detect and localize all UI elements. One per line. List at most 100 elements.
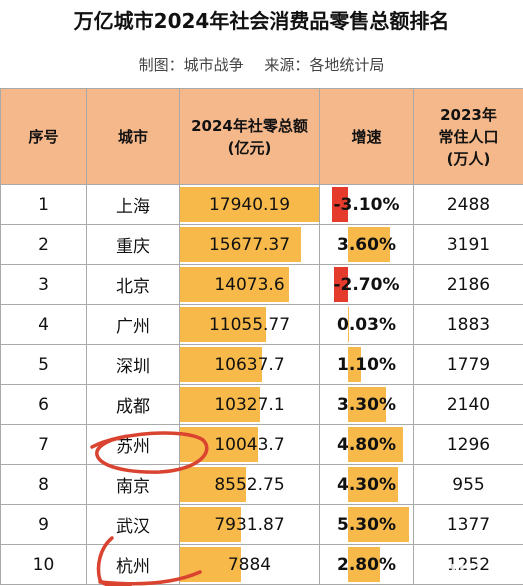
cell-rank: 5: [0, 344, 87, 385]
growth-value: 5.30%: [337, 514, 396, 535]
cell-population: 1883: [413, 304, 523, 345]
data-source: 来源：各地统计局: [264, 56, 385, 74]
cell-retail: 10327.1: [179, 384, 320, 425]
cell-city: 杭州: [86, 544, 180, 585]
growth-value: 1.10%: [337, 354, 396, 375]
header-row: 序号 城市 2024年社零总额 (亿元) 增速 2023年 常住人口 (万人): [0, 88, 523, 185]
cell-growth: -2.70%: [319, 264, 414, 305]
growth-value: 4.30%: [337, 474, 396, 495]
growth-positive-bar: [347, 227, 390, 262]
header-pop-line1: 2023年: [440, 105, 497, 124]
cell-population: 3191: [413, 224, 523, 265]
cell-population: 2140: [413, 384, 523, 425]
retail-value: 8552.75: [214, 474, 285, 495]
cell-growth: -3.10%: [319, 184, 414, 225]
retail-value: 10637.7: [214, 354, 285, 375]
chart-maker: 制图：城市战争: [138, 56, 244, 74]
growth-positive-bar: [347, 547, 381, 582]
cell-growth: 5.30%: [319, 504, 414, 545]
cell-city: 广州: [86, 304, 180, 345]
retail-data-bar: [180, 187, 319, 222]
growth-positive-bar: [347, 427, 404, 462]
cell-city: 武汉: [86, 504, 180, 545]
table-row: 2 重庆 15677.37 3.60% 3191: [0, 224, 523, 265]
header-pop-line2: 常住人口: [438, 127, 499, 146]
growth-value: -2.70%: [333, 274, 400, 295]
header-pop-line3: (万人): [446, 149, 491, 168]
cell-rank: 7: [0, 424, 87, 465]
table-row: 3 北京 14073.6 -2.70% 2186: [0, 264, 523, 305]
cell-city: 南京: [86, 464, 180, 505]
cell-rank: 10: [0, 544, 87, 585]
header-population: 2023年 常住人口 (万人): [413, 88, 523, 185]
cell-growth: 3.30%: [319, 384, 414, 425]
cell-retail: 15677.37: [179, 224, 320, 265]
growth-positive-bar: [347, 347, 361, 382]
table-row: 7 苏州 10043.7 4.80% 1296: [0, 424, 523, 465]
subtitle: 制图：城市战争 来源：各地统计局: [0, 42, 523, 88]
table-row: 8 南京 8552.75 4.30% 955: [0, 464, 523, 505]
cell-population: 2186: [413, 264, 523, 305]
header-retail-line1: 2024年社零总额: [191, 116, 308, 135]
growth-positive-bar: [347, 387, 387, 422]
cell-retail: 7884: [179, 544, 320, 585]
cell-population: 2488: [413, 184, 523, 225]
growth-negative-bar: [331, 187, 348, 222]
watermark: NG…: [450, 561, 501, 582]
header-rank: 序号: [0, 88, 87, 185]
cell-growth: 1.10%: [319, 344, 414, 385]
header-growth: 增速: [319, 88, 414, 185]
table-row: 6 成都 10327.1 3.30% 2140: [0, 384, 523, 425]
retail-value: 15677.37: [208, 234, 291, 255]
growth-value: 0.03%: [337, 314, 396, 335]
retail-data-bar: [180, 507, 242, 542]
header-retail-line2: (亿元): [227, 138, 272, 157]
retail-value: 7931.87: [214, 514, 285, 535]
cell-population: 1779: [413, 344, 523, 385]
cell-city: 成都: [86, 384, 180, 425]
cell-city: 苏州: [86, 424, 180, 465]
retail-value: 7884: [227, 554, 272, 575]
growth-value: 4.80%: [337, 434, 396, 455]
growth-negative-bar: [333, 267, 348, 302]
retail-data-bar: [180, 347, 263, 382]
cell-rank: 4: [0, 304, 87, 345]
cell-city: 上海: [86, 184, 180, 225]
cell-rank: 1: [0, 184, 87, 225]
header-city: 城市: [86, 88, 180, 185]
cell-rank: 2: [0, 224, 87, 265]
cell-growth: 0.03%: [319, 304, 414, 345]
cell-retail: 10637.7: [179, 344, 320, 385]
growth-positive-bar: [347, 507, 410, 542]
retail-data-bar: [180, 307, 266, 342]
cell-city: 北京: [86, 264, 180, 305]
retail-value: 11055.77: [208, 314, 291, 335]
retail-data-bar: [180, 267, 290, 302]
table-row: 5 深圳 10637.7 1.10% 1779: [0, 344, 523, 385]
cell-growth: 3.60%: [319, 224, 414, 265]
cell-retail: 17940.19: [179, 184, 320, 225]
growth-value: -3.10%: [333, 194, 400, 215]
cell-retail: 14073.6: [179, 264, 320, 305]
growth-value: 3.60%: [337, 234, 396, 255]
cell-retail: 10043.7: [179, 424, 320, 465]
retail-value: 10327.1: [214, 394, 285, 415]
ranking-table: 序号 城市 2024年社零总额 (亿元) 增速 2023年 常住人口 (万人) …: [0, 88, 523, 585]
growth-value: 3.30%: [337, 394, 396, 415]
cell-rank: 9: [0, 504, 87, 545]
table-row: 1 上海 17940.19 -3.10% 2488: [0, 184, 523, 225]
retail-value: 14073.6: [214, 274, 285, 295]
cell-rank: 6: [0, 384, 87, 425]
cell-rank: 8: [0, 464, 87, 505]
table-row: 9 武汉 7931.87 5.30% 1377: [0, 504, 523, 545]
cell-retail: 8552.75: [179, 464, 320, 505]
table-row: 4 广州 11055.77 0.03% 1883: [0, 304, 523, 345]
retail-data-bar: [180, 227, 302, 262]
cell-city: 深圳: [86, 344, 180, 385]
cell-growth: 4.30%: [319, 464, 414, 505]
cell-retail: 11055.77: [179, 304, 320, 345]
retail-value: 17940.19: [208, 194, 291, 215]
cell-population: 955: [413, 464, 523, 505]
page-title: 万亿城市2024年社会消费品零售总额排名: [73, 9, 450, 33]
retail-data-bar: [180, 387, 260, 422]
